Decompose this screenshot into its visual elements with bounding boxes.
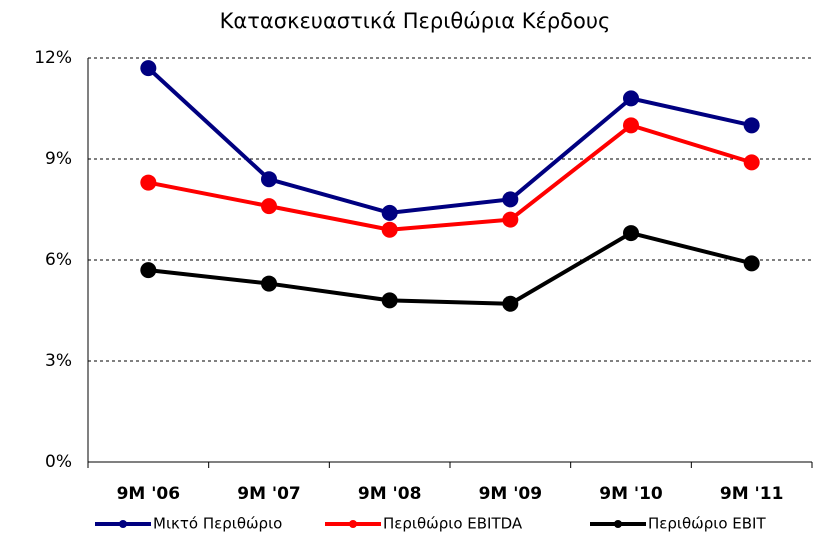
data-point [623, 225, 639, 242]
chart-title: Κατασκευαστικά Περιθώρια Κέρδους [220, 9, 611, 33]
legend-label: Μικτό Περιθώριο [153, 515, 282, 533]
y-tick-label: 6% [45, 250, 72, 270]
data-point [502, 295, 519, 312]
data-point [261, 275, 277, 292]
data-point [502, 211, 519, 228]
legend-marker [119, 520, 127, 528]
data-point [140, 262, 157, 279]
x-tick-label: 9M '10 [599, 484, 663, 504]
data-point [381, 204, 398, 221]
data-point [381, 292, 398, 309]
legend-marker [349, 520, 357, 528]
x-tick-label: 9M '08 [358, 484, 422, 504]
data-point [623, 117, 639, 134]
data-point [261, 198, 277, 215]
data-point [140, 174, 157, 191]
data-point [743, 154, 760, 171]
data-point [502, 191, 519, 208]
x-tick-label: 9M '06 [117, 484, 181, 504]
x-tick-label: 9M '07 [237, 484, 301, 504]
x-tick-label: 9M '09 [479, 484, 543, 504]
y-tick-label: 3% [45, 351, 72, 371]
series-line [146, 66, 753, 215]
series-line [147, 123, 753, 232]
series-line [148, 230, 753, 306]
data-point [623, 90, 639, 107]
legend-marker [614, 520, 622, 528]
legend-label: Περιθώριο EBIT [648, 515, 766, 533]
legend-label: Περιθώριο EBITDA [383, 515, 523, 533]
y-tick-label: 12% [34, 48, 72, 68]
x-tick-label: 9M '11 [720, 484, 784, 504]
y-tick-label: 0% [45, 452, 72, 472]
data-point [381, 221, 398, 238]
data-point [743, 255, 760, 272]
data-point [743, 117, 760, 134]
data-point [140, 60, 157, 77]
y-tick-label: 9% [45, 149, 72, 169]
data-point [261, 171, 277, 188]
